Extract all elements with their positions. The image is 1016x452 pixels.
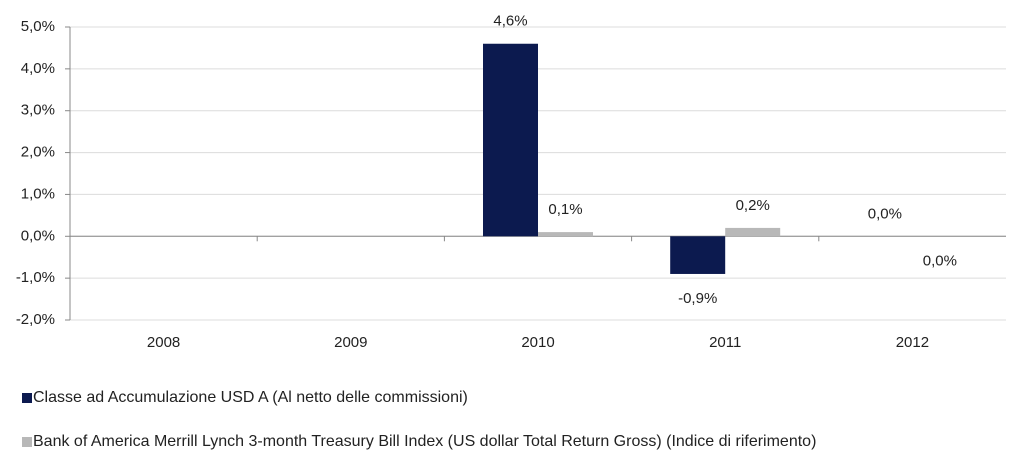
data-label: 0,1%	[548, 201, 582, 218]
bar	[538, 232, 593, 237]
legend-label: Bank of America Merrill Lynch 3-month Tr…	[33, 433, 816, 450]
x-tick-label: 2010	[521, 334, 554, 351]
x-tick-label: 2009	[334, 334, 367, 351]
x-tick-label: 2011	[709, 334, 741, 351]
legend-label: Classe ad Accumulazione USD A (Al netto …	[33, 389, 468, 406]
data-label: 0,2%	[736, 197, 770, 214]
y-tick-label: 2,0%	[21, 144, 55, 161]
data-label: -0,9%	[678, 290, 717, 307]
y-tick-label: -2,0%	[16, 311, 55, 328]
bar	[483, 43, 538, 237]
data-label: 4,6%	[493, 13, 527, 30]
x-tick-label: 2008	[147, 334, 180, 351]
legend-swatch	[22, 437, 32, 447]
data-label: 0,0%	[868, 205, 902, 222]
x-tick-label: 2012	[896, 334, 929, 351]
y-tick-label: 3,0%	[21, 102, 55, 119]
bar	[670, 236, 726, 274]
y-tick-label: 0,0%	[21, 227, 55, 244]
y-tick-label: -1,0%	[16, 269, 55, 286]
legend-swatch	[22, 393, 32, 403]
y-tick-label: 5,0%	[21, 18, 55, 35]
bar	[725, 227, 781, 237]
data-label: 0,0%	[923, 252, 957, 269]
y-tick-label: 1,0%	[21, 185, 55, 202]
y-tick-label: 4,0%	[21, 60, 55, 77]
